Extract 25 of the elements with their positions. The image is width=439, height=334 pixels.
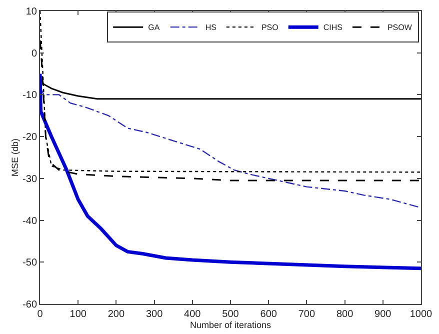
- y-tick-label: -30: [22, 174, 38, 185]
- x-tick-label: 200: [108, 309, 125, 320]
- x-tick-label: 700: [298, 309, 316, 320]
- y-tick-label: -20: [22, 132, 38, 144]
- legend-label: PSOW: [387, 23, 412, 32]
- x-tick-label: 300: [146, 309, 164, 320]
- y-tick-label: 10: [26, 6, 38, 18]
- y-axis-title: MSE (db): [10, 138, 20, 177]
- x-tick-label: 500: [222, 309, 240, 320]
- y-tick-label: -60: [22, 300, 38, 310]
- y-tick-label: 0: [31, 48, 38, 60]
- x-tick-label: 800: [336, 309, 354, 320]
- y-tick-label: -40: [22, 216, 38, 227]
- legend-label: GA: [148, 23, 160, 32]
- x-tick-label: 400: [184, 309, 202, 320]
- legend-label: CIHS: [323, 23, 342, 32]
- legend-label: PSO: [261, 23, 278, 32]
- y-tick-label: -10: [22, 90, 38, 102]
- x-tick-label: 1000: [410, 309, 433, 320]
- x-tick-label: 100: [70, 309, 87, 320]
- x-tick-label: 600: [260, 309, 278, 320]
- x-axis-title: Number of iterations: [190, 320, 272, 330]
- legend-label: HS: [205, 23, 216, 32]
- y-tick-label: -50: [22, 258, 38, 269]
- x-tick-label: 900: [374, 309, 392, 320]
